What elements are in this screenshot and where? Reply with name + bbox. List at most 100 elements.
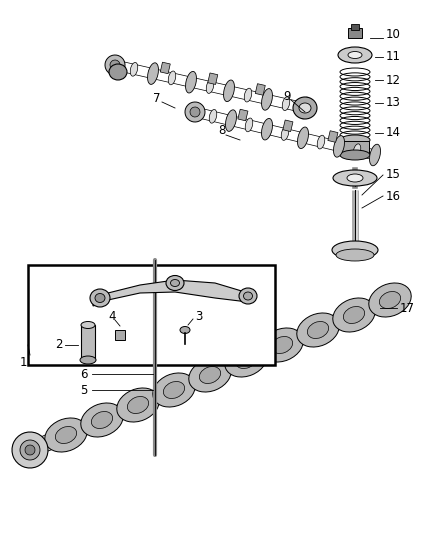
Bar bbox=[238, 109, 248, 121]
Ellipse shape bbox=[35, 433, 61, 451]
Ellipse shape bbox=[332, 241, 378, 259]
Ellipse shape bbox=[55, 426, 77, 443]
Ellipse shape bbox=[163, 382, 184, 399]
Ellipse shape bbox=[348, 52, 362, 59]
Ellipse shape bbox=[45, 418, 87, 452]
Text: 3: 3 bbox=[195, 310, 202, 322]
Ellipse shape bbox=[153, 373, 195, 407]
Ellipse shape bbox=[20, 440, 40, 460]
Ellipse shape bbox=[336, 249, 374, 261]
Ellipse shape bbox=[127, 397, 148, 414]
Ellipse shape bbox=[110, 60, 120, 70]
Ellipse shape bbox=[180, 327, 190, 334]
Ellipse shape bbox=[186, 71, 197, 93]
Ellipse shape bbox=[107, 403, 133, 422]
Text: 13: 13 bbox=[386, 96, 401, 109]
Ellipse shape bbox=[353, 144, 361, 158]
Ellipse shape bbox=[71, 418, 97, 437]
Ellipse shape bbox=[299, 103, 311, 113]
Bar bbox=[341, 141, 369, 155]
Ellipse shape bbox=[333, 135, 345, 157]
Ellipse shape bbox=[12, 432, 48, 468]
Ellipse shape bbox=[166, 276, 184, 290]
Ellipse shape bbox=[300, 97, 311, 119]
Ellipse shape bbox=[81, 321, 95, 328]
Ellipse shape bbox=[340, 150, 370, 160]
Ellipse shape bbox=[80, 356, 96, 364]
Ellipse shape bbox=[297, 313, 339, 347]
Text: 9: 9 bbox=[283, 90, 290, 102]
Text: 12: 12 bbox=[386, 74, 401, 86]
Ellipse shape bbox=[340, 135, 370, 145]
Ellipse shape bbox=[225, 343, 267, 377]
Ellipse shape bbox=[244, 292, 252, 300]
Bar bbox=[208, 73, 218, 84]
Ellipse shape bbox=[317, 135, 325, 149]
Ellipse shape bbox=[244, 88, 252, 102]
Ellipse shape bbox=[25, 445, 35, 455]
Polygon shape bbox=[93, 280, 252, 306]
Ellipse shape bbox=[92, 411, 113, 429]
Ellipse shape bbox=[81, 403, 123, 437]
Ellipse shape bbox=[379, 292, 401, 309]
Bar bbox=[348, 28, 362, 38]
Ellipse shape bbox=[179, 373, 205, 392]
Ellipse shape bbox=[105, 55, 125, 75]
Ellipse shape bbox=[297, 127, 308, 149]
Text: 8: 8 bbox=[218, 125, 226, 138]
Bar bbox=[28, 265, 275, 365]
Bar bbox=[160, 62, 170, 74]
Text: 5: 5 bbox=[80, 384, 87, 397]
Ellipse shape bbox=[370, 144, 381, 166]
Bar bbox=[351, 24, 359, 30]
Bar bbox=[255, 84, 265, 95]
Ellipse shape bbox=[272, 336, 293, 353]
Bar bbox=[283, 120, 293, 132]
Ellipse shape bbox=[199, 367, 221, 384]
Ellipse shape bbox=[323, 313, 349, 332]
Text: 16: 16 bbox=[386, 190, 401, 203]
Ellipse shape bbox=[117, 388, 159, 422]
Ellipse shape bbox=[95, 294, 105, 303]
Ellipse shape bbox=[148, 63, 159, 84]
Ellipse shape bbox=[209, 109, 217, 123]
Ellipse shape bbox=[143, 389, 169, 407]
Ellipse shape bbox=[239, 288, 257, 304]
Text: 15: 15 bbox=[386, 168, 401, 182]
Ellipse shape bbox=[245, 118, 253, 132]
Text: 1: 1 bbox=[20, 356, 28, 368]
Text: 4: 4 bbox=[108, 310, 116, 322]
Ellipse shape bbox=[338, 47, 372, 63]
Ellipse shape bbox=[347, 174, 363, 182]
Ellipse shape bbox=[369, 283, 411, 317]
Ellipse shape bbox=[281, 127, 289, 140]
Text: 14: 14 bbox=[386, 126, 401, 140]
Ellipse shape bbox=[206, 79, 214, 93]
Ellipse shape bbox=[190, 107, 200, 117]
Text: 17: 17 bbox=[400, 302, 415, 314]
Ellipse shape bbox=[226, 110, 237, 131]
Ellipse shape bbox=[90, 289, 110, 307]
Bar bbox=[115, 330, 125, 340]
Ellipse shape bbox=[261, 328, 303, 362]
Ellipse shape bbox=[333, 298, 375, 332]
Ellipse shape bbox=[293, 97, 317, 119]
Ellipse shape bbox=[343, 306, 364, 324]
Bar bbox=[81, 325, 95, 360]
Text: 6: 6 bbox=[80, 367, 88, 381]
Ellipse shape bbox=[307, 321, 328, 338]
Ellipse shape bbox=[215, 358, 241, 377]
Text: 2: 2 bbox=[55, 338, 63, 351]
Ellipse shape bbox=[223, 80, 234, 102]
Ellipse shape bbox=[168, 71, 176, 85]
Ellipse shape bbox=[189, 358, 231, 392]
Ellipse shape bbox=[185, 102, 205, 122]
Ellipse shape bbox=[359, 298, 385, 317]
Ellipse shape bbox=[235, 351, 257, 368]
Ellipse shape bbox=[333, 170, 377, 186]
Bar bbox=[328, 131, 338, 142]
Ellipse shape bbox=[261, 118, 272, 140]
Ellipse shape bbox=[287, 328, 313, 346]
Ellipse shape bbox=[261, 88, 272, 110]
Ellipse shape bbox=[170, 279, 180, 287]
